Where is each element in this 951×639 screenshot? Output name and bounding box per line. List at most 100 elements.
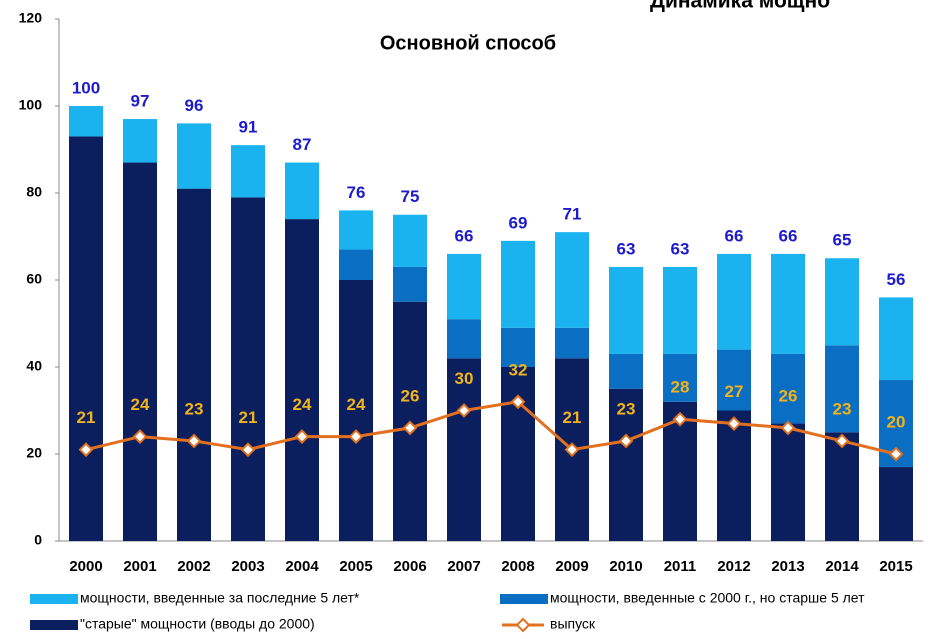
bar-segment [339,210,373,250]
legend-label: выпуск [550,616,596,632]
bar-segment [231,145,265,198]
line-marker [834,433,850,449]
total-label: 66 [725,226,744,245]
bar-segment [339,249,373,280]
x-tick-label: 2009 [555,558,588,575]
legend-label: "старые" мощности (вводы до 2000) [80,616,315,632]
bar-segment [123,119,157,163]
bar-segment [717,410,751,541]
total-label: 91 [239,118,258,137]
line-marker [78,442,94,458]
total-label: 63 [671,239,690,258]
line-label: 23 [185,399,204,418]
line-label: 27 [725,382,744,401]
line-label: 23 [833,399,852,418]
y-tick-label: 80 [26,184,42,200]
bar-segment [825,432,859,541]
bar-segment [717,349,751,411]
legend-swatch [500,594,548,604]
line-label: 32 [509,360,528,379]
bar-segment [879,297,913,381]
line-label: 26 [401,386,420,405]
x-tick-label: 2001 [123,558,156,575]
bar-segment [231,197,265,541]
line-marker [294,429,310,445]
bar-segment [501,240,535,328]
x-tick-label: 2006 [393,558,426,575]
bar-segment [663,353,697,402]
total-label: 65 [833,231,852,250]
legend-swatch [30,620,78,630]
line-label: 23 [617,399,636,418]
line-label: 26 [779,386,798,405]
line-label: 30 [455,369,474,388]
bar-segment [393,214,427,267]
total-label: 97 [131,92,150,111]
bar-segment [447,253,481,320]
bar-segment [717,253,751,350]
bar-segment [771,353,805,424]
y-tick-label: 120 [19,10,43,26]
bar-segment [555,232,589,328]
bar-segment [123,162,157,542]
total-label: 66 [779,226,798,245]
bar-segment [339,280,373,541]
line-marker [348,429,364,445]
line-marker [132,429,148,445]
bar-segment [609,388,643,541]
line-marker [888,446,904,462]
total-label: 63 [617,239,636,258]
line-marker [240,442,256,458]
line-label: 21 [563,408,582,427]
y-tick-label: 40 [26,358,42,374]
x-tick-label: 2007 [447,558,480,575]
line-label: 20 [887,412,906,431]
line-marker [564,442,580,458]
total-label: 75 [401,187,420,206]
line-label: 24 [131,395,150,414]
total-label: 71 [563,205,582,224]
line-marker [402,420,418,436]
bar-segment [177,123,211,189]
x-tick-label: 2013 [771,558,804,575]
bar-segment [879,467,913,541]
bar-segment [825,345,859,433]
bar-segment [771,253,805,354]
line-label: 21 [77,408,96,427]
total-label: 69 [509,213,528,232]
line-label: 28 [671,378,690,397]
x-tick-label: 2000 [69,558,102,575]
y-tick-label: 100 [19,97,43,113]
line-marker [618,433,634,449]
legend-label: мощности, введенные за последние 5 лет* [80,590,360,606]
legend-swatch [515,617,531,633]
bar-segment [447,358,481,541]
x-tick-label: 2012 [717,558,750,575]
y-tick-label: 60 [26,271,42,287]
line-label: 24 [347,395,366,414]
line-marker [456,403,472,418]
total-label: 96 [185,96,204,115]
line-marker [672,411,688,427]
y-tick-label: 20 [26,445,42,461]
bar-segment [663,266,697,354]
bar-segment [501,367,535,541]
bar-segment [69,106,103,137]
bar-segment [555,327,589,359]
bar-segment [609,353,643,389]
x-tick-label: 2010 [609,558,642,575]
y-tick-label: 0 [34,532,42,548]
x-tick-label: 2002 [177,558,210,575]
chart-title: Основной способ [380,32,556,54]
x-tick-label: 2015 [879,558,912,575]
x-tick-label: 2014 [825,558,859,575]
legend-swatch [30,594,78,604]
bar-segment [501,327,535,367]
bar-segment [609,266,643,354]
bar-segment [771,423,805,541]
line-marker [510,394,526,410]
x-tick-label: 2005 [339,558,372,575]
line-marker [186,433,202,449]
bar-segment [447,319,481,359]
